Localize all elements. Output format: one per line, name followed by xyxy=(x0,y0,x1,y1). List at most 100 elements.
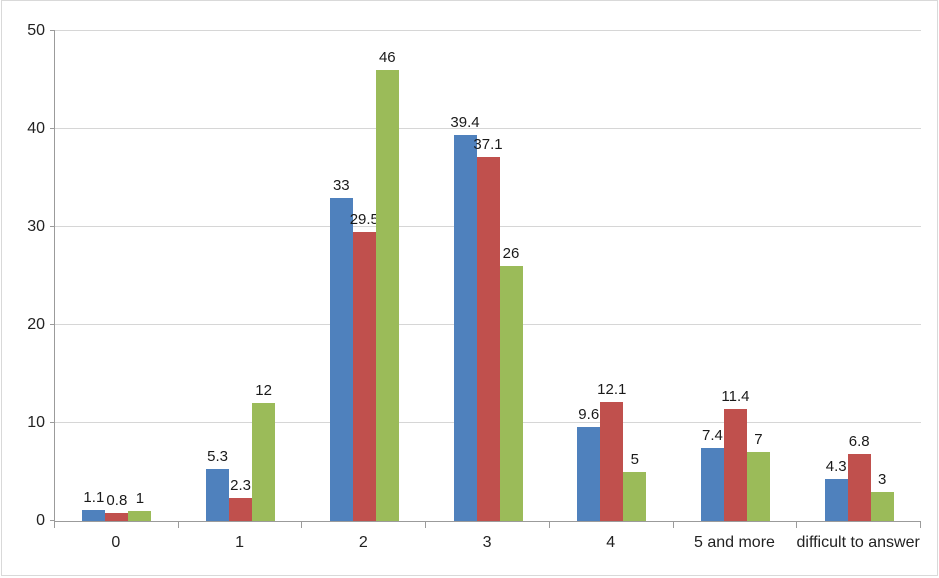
y-axis-tick xyxy=(50,128,55,129)
bar-value-label: 29.5 xyxy=(349,210,379,228)
bar-series-red xyxy=(600,402,624,521)
bar-wrap: 39.4 xyxy=(450,31,480,521)
y-axis-tick xyxy=(50,422,55,423)
bar-value-label: 33 xyxy=(332,176,350,194)
bar-series-blue xyxy=(206,469,230,521)
gridline xyxy=(55,30,921,31)
bar-wrap: 11.4 xyxy=(721,31,750,521)
bar-series-blue xyxy=(453,134,477,521)
bar-group: 39.4 37.1 26 xyxy=(426,31,550,521)
bar-wrap: 29.5 xyxy=(349,31,379,521)
bar-value-label: 1.1 xyxy=(83,489,105,507)
x-axis-category-label: 4 xyxy=(606,534,616,551)
bar-group: 1.1 0.8 1 xyxy=(55,31,179,521)
bar-wrap: 4.3 xyxy=(824,31,848,521)
bar-wrap: 7.4 xyxy=(700,31,724,521)
bar-wrap: 2.3 xyxy=(229,31,253,521)
y-axis-tick-label: 10 xyxy=(27,414,45,431)
bar-value-label: 1 xyxy=(135,490,145,508)
bar-value-label: 37.1 xyxy=(473,136,503,154)
x-axis-category-label: difficult to answer xyxy=(796,534,920,551)
bar-series-green xyxy=(623,472,647,521)
bar-wrap: 1 xyxy=(128,31,152,521)
x-axis-tick xyxy=(301,522,303,528)
x-axis-tick xyxy=(672,522,674,528)
bar-series-red xyxy=(847,454,871,521)
bar-wrap: 5.3 xyxy=(206,31,230,521)
bar-series-red xyxy=(105,513,129,521)
bar-value-label: 5.3 xyxy=(207,448,229,466)
x-axis-tick xyxy=(796,522,798,528)
bar-wrap: 12 xyxy=(252,31,276,521)
bar-value-label: 26 xyxy=(502,245,520,263)
bar-series-green xyxy=(746,452,770,521)
bar-wrap: 9.6 xyxy=(577,31,601,521)
y-axis-tick xyxy=(50,226,55,227)
y-axis-tick-label: 30 xyxy=(27,218,45,235)
bar-wrap: 3 xyxy=(870,31,894,521)
plot-area: 1.1 0.8 1 5.3 2.3 12 33 29.5 46 39.4 37.1 26 9.6 12.1… xyxy=(27,23,921,529)
bar-wrap: 5 xyxy=(623,31,647,521)
bar-wrap: 1.1 xyxy=(82,31,106,521)
bar-value-label: 3 xyxy=(878,470,887,488)
bar-series-blue xyxy=(329,197,353,521)
bar-wrap: 33 xyxy=(329,31,353,521)
bar-wrap: 0.8 xyxy=(105,31,129,521)
bar-value-label: 46 xyxy=(378,49,396,67)
x-axis-tick xyxy=(920,522,921,528)
y-axis-tick xyxy=(50,520,55,521)
y-axis-tick xyxy=(50,324,55,325)
bar-series-blue xyxy=(824,478,848,521)
x-axis-category-label: 0 xyxy=(111,534,121,551)
x-axis-tick xyxy=(177,522,179,528)
x-axis-category-label: 5 and more xyxy=(693,534,775,551)
bar-group: 5.3 2.3 12 xyxy=(179,31,303,521)
bar-series-green xyxy=(870,491,894,521)
bar-series-red xyxy=(476,157,500,521)
bar-series-blue xyxy=(82,510,106,521)
bar-wrap: 46 xyxy=(375,31,399,521)
x-axis-category-label: 2 xyxy=(358,534,368,551)
bar-value-label: 6.8 xyxy=(848,433,870,451)
bar-series-blue xyxy=(700,448,724,521)
bar-value-label: 7.4 xyxy=(702,427,723,445)
bar-value-label: 0.8 xyxy=(106,492,128,510)
bar-value-label: 5 xyxy=(630,451,639,468)
x-axis-tick xyxy=(54,522,55,528)
bar-series-green xyxy=(252,403,276,521)
bar-value-label: 7 xyxy=(754,431,763,449)
y-axis-tick-label: 20 xyxy=(27,316,45,333)
bar-group: 7.4 11.4 7 xyxy=(674,31,798,521)
x-axis: 0 1 2 3 4 5 and more difficult to answer xyxy=(54,522,921,562)
gridline xyxy=(55,128,921,129)
bar-value-label: 2.3 xyxy=(230,477,252,495)
bar-wrap: 12.1 xyxy=(597,31,627,521)
bar-series-red xyxy=(352,231,376,521)
bar-group: 4.3 6.8 3 xyxy=(797,31,921,521)
bar-group: 9.6 12.1 5 xyxy=(550,31,674,521)
bar-wrap: 6.8 xyxy=(847,31,871,521)
bar-value-label: 4.3 xyxy=(825,457,847,475)
bar-wrap: 26 xyxy=(499,31,523,521)
bar-value-label: 11.4 xyxy=(721,388,750,406)
bar-value-label: 12 xyxy=(255,382,272,400)
bar-series-green xyxy=(499,266,523,521)
bar-wrap: 7 xyxy=(746,31,770,521)
y-axis-tick-label: 0 xyxy=(36,512,45,529)
bar-wrap: 37.1 xyxy=(473,31,503,521)
x-axis-labels: 0 1 2 3 4 5 and more difficult to answer xyxy=(54,522,920,552)
bar-value-label: 9.6 xyxy=(578,405,600,423)
y-axis-tick xyxy=(50,30,55,31)
bar-series-red xyxy=(229,498,253,521)
y-axis-tick-label: 50 xyxy=(27,22,45,39)
bar-series-blue xyxy=(577,426,601,521)
x-axis-category-label: 1 xyxy=(235,534,245,551)
bar-value-label: 39.4 xyxy=(450,113,480,131)
bar-value-label: 12.1 xyxy=(597,381,627,399)
bar-series-green xyxy=(128,511,152,521)
x-axis-tick xyxy=(548,522,550,528)
bar-series-green xyxy=(375,70,399,521)
x-axis-tick xyxy=(425,522,427,528)
bar-group: 33 29.5 46 xyxy=(302,31,426,521)
